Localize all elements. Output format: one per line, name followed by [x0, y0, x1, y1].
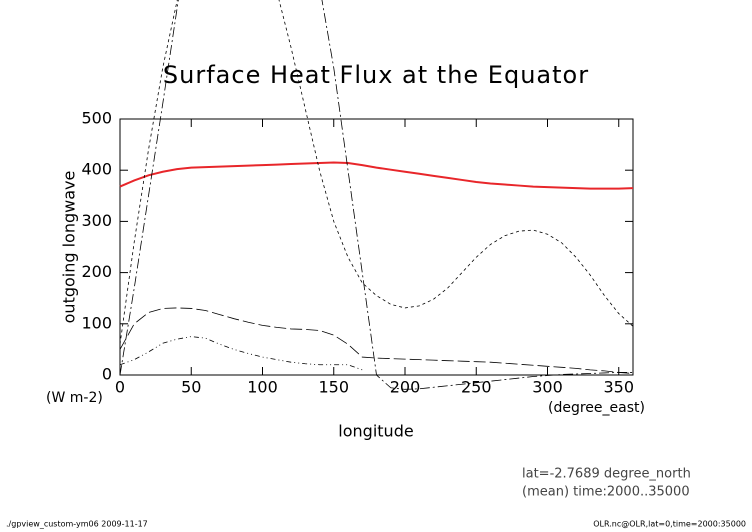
- footer: ./gpview_custom-ym06 2009-11-17: [6, 520, 148, 529]
- plot-frame: [119, 118, 634, 376]
- y-axis-units: (W m-2): [46, 390, 103, 406]
- y-tick-label: 500: [81, 109, 112, 128]
- y-tick-label: 200: [81, 262, 112, 281]
- y-tick-label: 100: [81, 313, 112, 332]
- chart-title: Surface Heat Flux at the Equator: [163, 61, 589, 89]
- x-axis-units: (degree_east): [548, 400, 645, 416]
- data-line: [119, 0, 633, 390]
- x-tick-label: 50: [181, 378, 201, 397]
- x-tick-label: 0: [115, 378, 125, 397]
- x-axis-label: longitude: [338, 422, 413, 441]
- data-line: [119, 336, 363, 371]
- data-line: [119, 0, 634, 345]
- x-tick-label: 150: [318, 378, 349, 397]
- y-tick-label: 0: [102, 365, 112, 384]
- x-tick-label: 300: [532, 378, 563, 397]
- y-axis-label: outgoing longwave: [60, 171, 79, 324]
- footer: OLR.nc@OLR,lat=0,time=2000:35000: [593, 520, 746, 529]
- annotation: (mean) time:2000..35000: [522, 485, 690, 500]
- x-tick-label: 350: [603, 378, 634, 397]
- x-tick-label: 100: [247, 378, 278, 397]
- x-tick-label: 250: [461, 378, 492, 397]
- annotation: lat=-2.7689 degree_north: [522, 467, 691, 482]
- y-tick-label: 300: [81, 211, 112, 230]
- data-line: [119, 161, 634, 190]
- y-tick-label: 400: [81, 160, 112, 179]
- x-tick-label: 200: [390, 378, 421, 397]
- data-line: [119, 307, 634, 374]
